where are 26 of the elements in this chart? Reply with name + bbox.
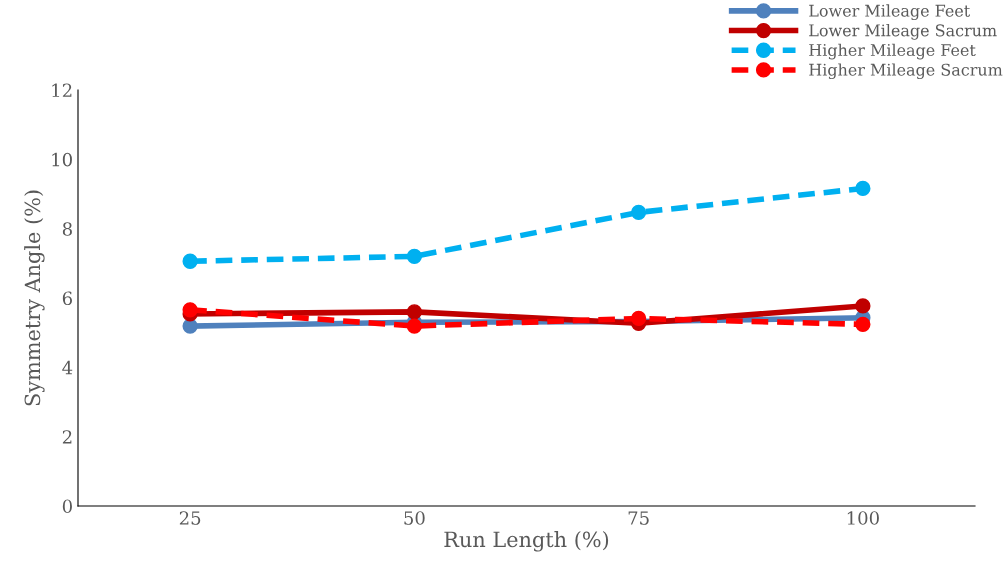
x-axis-title: Run Length (%) [444, 531, 609, 552]
y-tick-label: 10 [52, 152, 72, 167]
x-tick-label: 50 [404, 511, 425, 525]
point [406, 304, 423, 320]
point [406, 318, 423, 334]
point [406, 248, 423, 265]
y-tick-label: 4 [62, 360, 73, 375]
point [182, 253, 198, 269]
y-tick-label: 0 [62, 499, 72, 514]
legend-label: Higher Mileage Feet [809, 43, 976, 60]
point [182, 302, 198, 318]
point [855, 316, 871, 332]
legend-label: Lower Mileage Sacrum [809, 24, 997, 40]
legend-label: Lower Mileage Feet [809, 4, 971, 21]
point [630, 204, 647, 221]
point [855, 298, 871, 314]
x-tick-label: 25 [179, 511, 201, 525]
point [855, 180, 871, 197]
y-axis-title: Symmetry Angle (%) [24, 190, 45, 406]
y-tick-label: 8 [62, 222, 72, 236]
y-tick-label: 6 [62, 291, 72, 306]
legend-label: Higher Mileage Sacrum [809, 63, 1003, 80]
y-tick-label: 2 [62, 430, 72, 444]
x-tick-label: 75 [628, 511, 649, 525]
y-tick-label: 12 [52, 83, 72, 97]
x-tick-label: 100 [847, 511, 879, 525]
